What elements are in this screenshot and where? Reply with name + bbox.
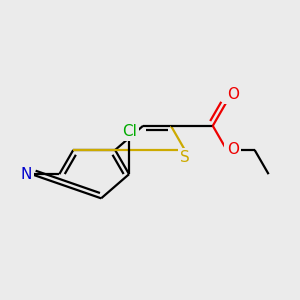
Text: S: S (180, 150, 190, 165)
Text: O: O (227, 87, 239, 102)
Text: N: N (20, 167, 32, 182)
Text: Cl: Cl (122, 124, 136, 139)
Text: O: O (227, 142, 239, 158)
